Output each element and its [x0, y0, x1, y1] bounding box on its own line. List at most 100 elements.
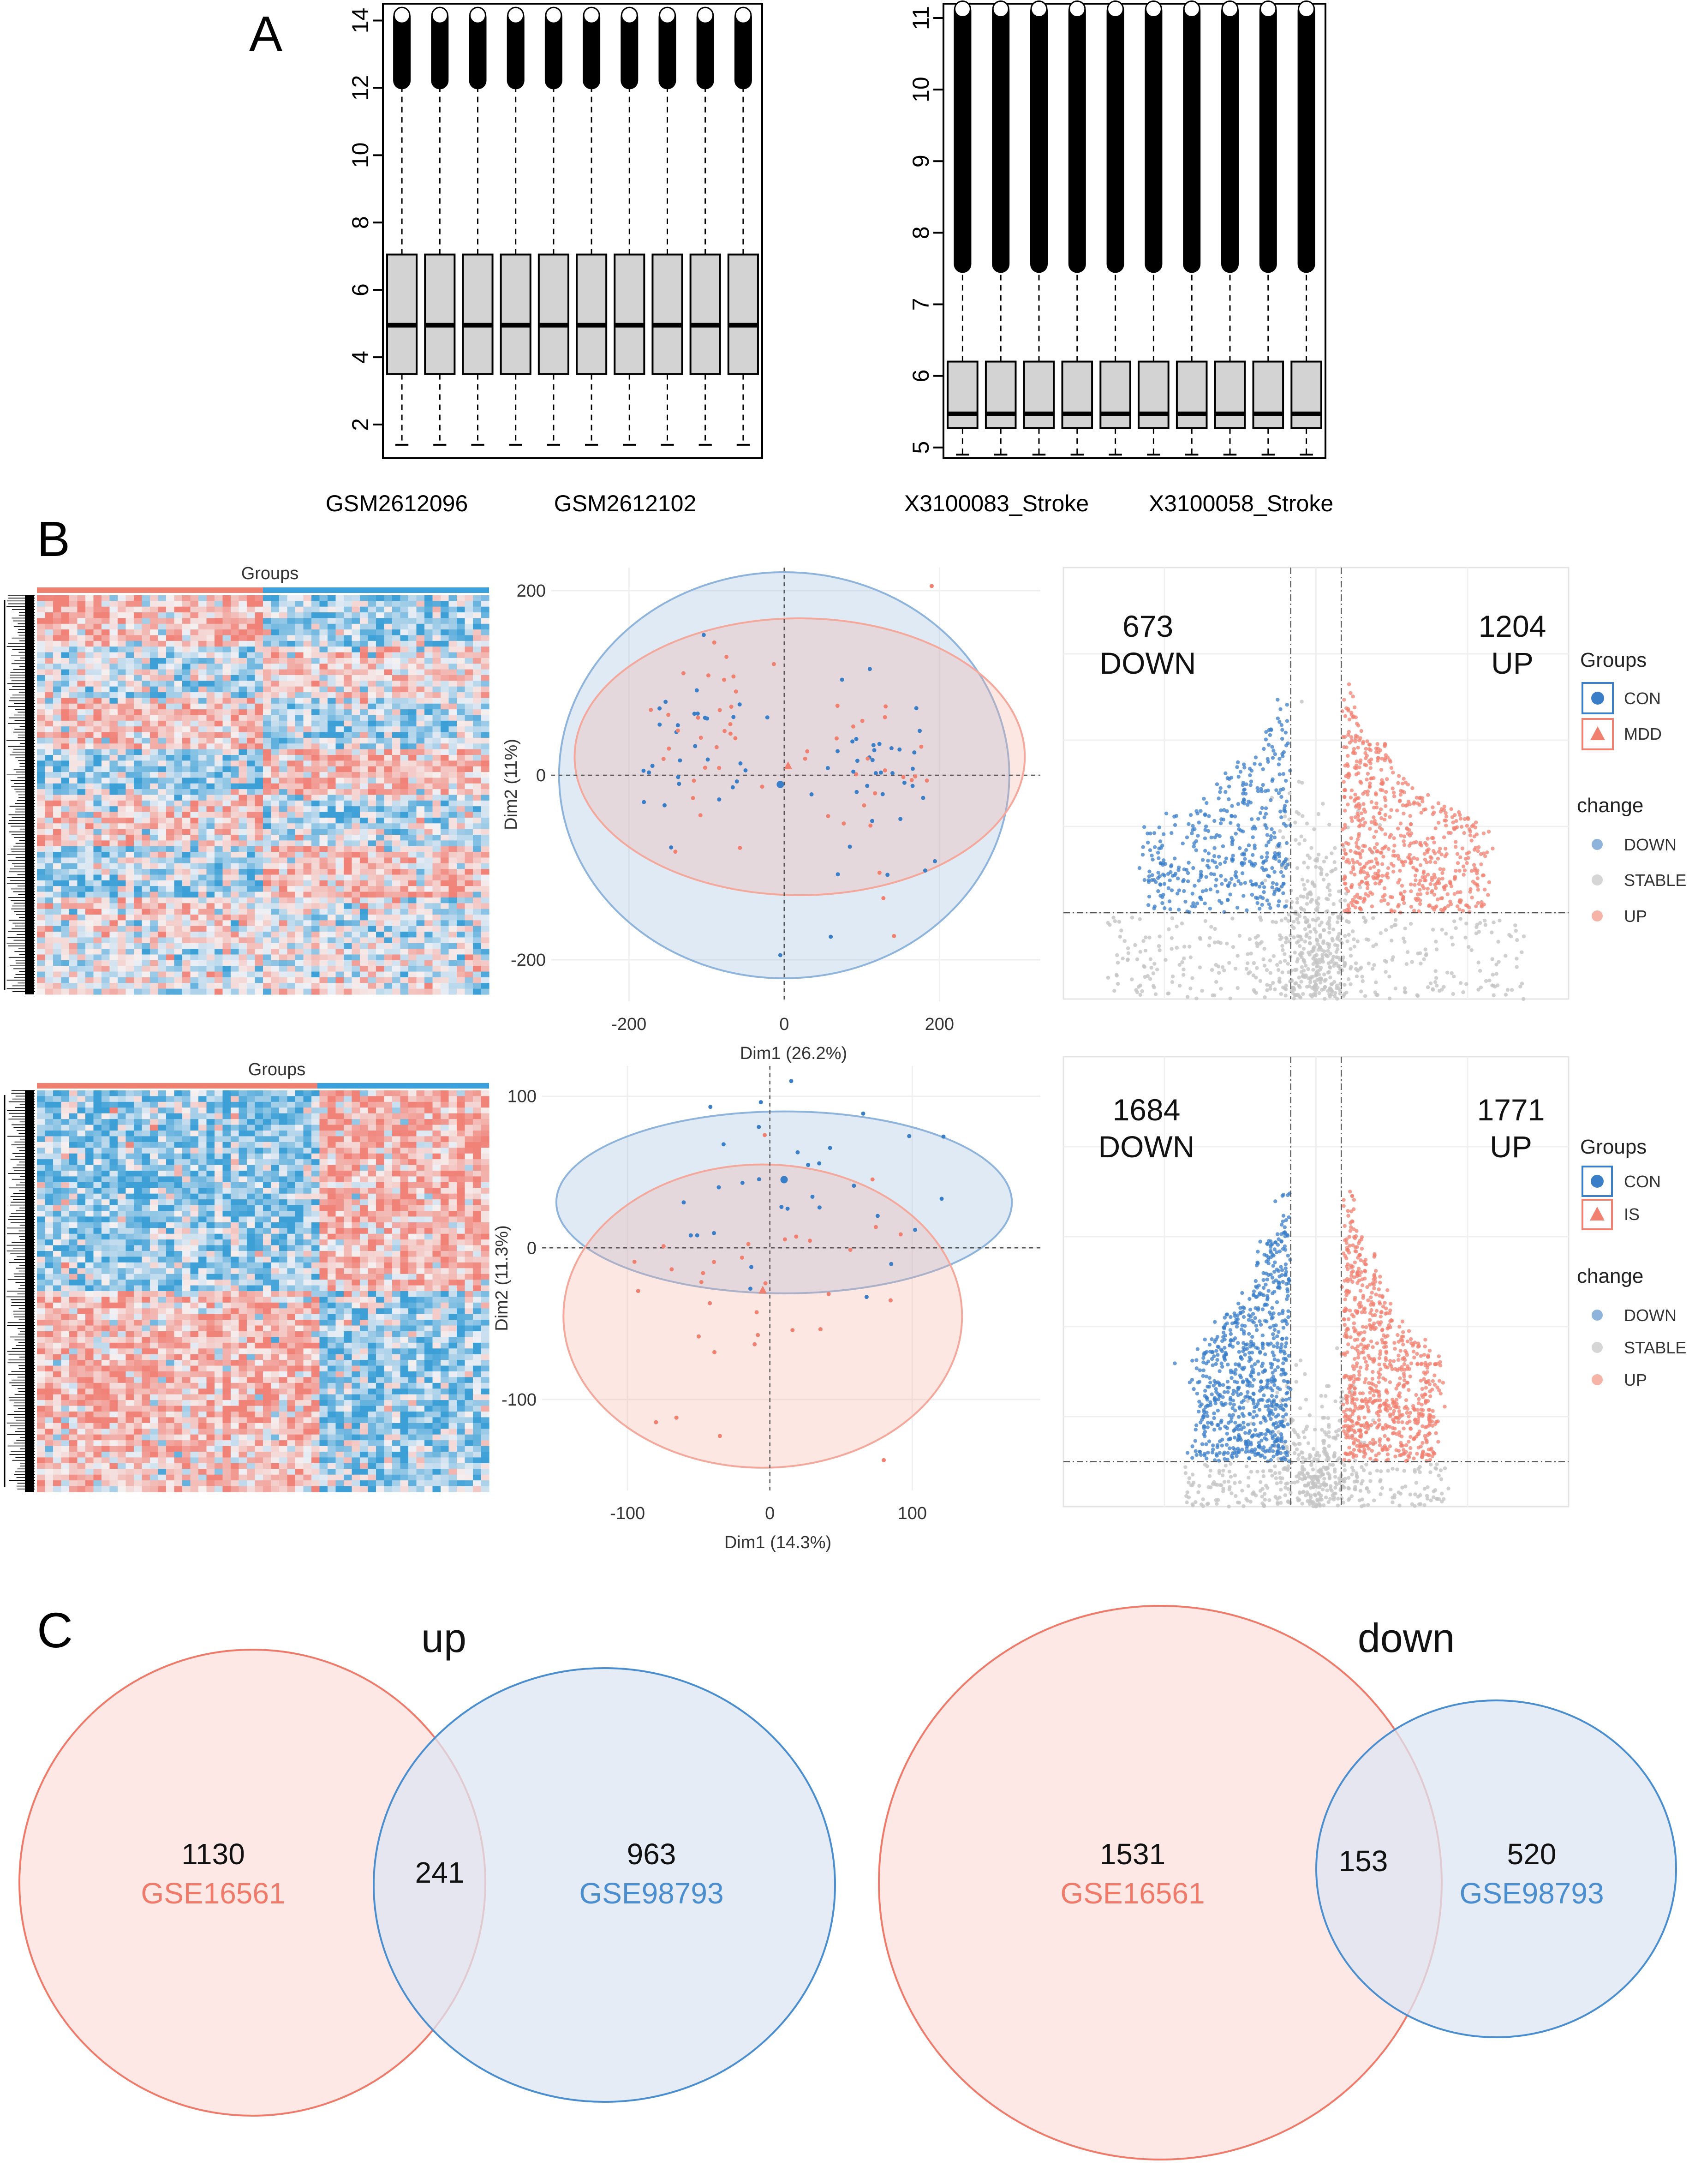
heatmap-cell: [465, 606, 473, 613]
heatmap-cell: [352, 709, 360, 716]
heatmap-cell: [190, 669, 199, 676]
heatmap-cell: [61, 835, 70, 841]
heatmap-cell: [344, 669, 352, 676]
heatmap-cell: [182, 732, 191, 738]
heatmap-cell: [239, 635, 247, 641]
heatmap-cell: [198, 772, 207, 778]
heatmap-cell: [85, 698, 94, 704]
heatmap-cell: [182, 715, 191, 721]
heatmap-cell: [222, 606, 231, 613]
heatmap-cell: [125, 789, 134, 796]
heatmap-cell: [457, 601, 466, 607]
heatmap-cell: [352, 778, 360, 784]
heatmap-cell: [45, 823, 54, 830]
heatmap-cell: [142, 686, 150, 693]
heatmap-cell: [206, 612, 215, 619]
heatmap-cell: [37, 760, 46, 767]
heatmap-cell: [457, 937, 466, 944]
heatmap-cell: [352, 1107, 360, 1114]
heatmap-cell: [481, 681, 489, 687]
heatmap-cell: [45, 806, 54, 813]
heatmap-cell: [77, 606, 86, 613]
heatmap-cell: [150, 703, 159, 710]
heatmap-cell: [328, 863, 336, 869]
heatmap-cell: [206, 737, 215, 744]
heatmap-cell: [448, 812, 457, 818]
heatmap-cell: [125, 601, 134, 607]
heatmap-cell: [182, 817, 191, 824]
heatmap-cell: [271, 886, 280, 892]
heatmap-cell: [311, 892, 320, 898]
heatmap-cell: [376, 1125, 385, 1131]
heatmap-cell: [231, 1119, 239, 1125]
heatmap-cell: [53, 806, 62, 813]
heatmap-cell: [352, 606, 360, 613]
heatmap-cell: [392, 652, 401, 658]
heatmap-cell: [481, 806, 489, 813]
heatmap-cell: [109, 977, 118, 983]
heatmap-cell: [109, 720, 118, 727]
heatmap-cell: [166, 618, 175, 624]
heatmap-cell: [69, 623, 78, 630]
heatmap-cell: [416, 658, 425, 664]
heatmap-cell: [247, 971, 256, 978]
heatmap-cell: [255, 1125, 263, 1131]
heatmap-cell: [376, 703, 385, 710]
heatmap-cell: [287, 971, 296, 978]
heatmap-cell: [37, 703, 46, 710]
heatmap-cell: [125, 629, 134, 636]
heatmap-cell: [190, 783, 199, 790]
heatmap-cell: [465, 863, 473, 869]
heatmap-cell: [150, 646, 159, 653]
heatmap-cell: [118, 932, 126, 938]
heatmap-cell: [392, 897, 401, 904]
heatmap-cell: [206, 658, 215, 664]
heatmap-cell: [384, 846, 393, 852]
heatmap-cell: [360, 897, 369, 904]
heatmap-cell: [255, 943, 263, 949]
heatmap-cell: [239, 926, 247, 932]
heatmap-cell: [360, 760, 369, 767]
heatmap-cell: [247, 1148, 256, 1154]
heatmap-cell: [77, 954, 86, 961]
heatmap-cell: [352, 869, 360, 875]
heatmap-cell: [158, 795, 167, 801]
heatmap-cell: [69, 629, 78, 636]
heatmap-cell: [352, 640, 360, 647]
heatmap-cell: [85, 852, 94, 858]
heatmap-cell: [198, 635, 207, 641]
heatmap-cell: [222, 806, 231, 813]
heatmap-cell: [166, 726, 175, 733]
heatmap-cell: [360, 675, 369, 681]
heatmap-cell: [247, 988, 256, 995]
heatmap-cell: [150, 1131, 159, 1137]
heatmap-cell: [376, 755, 385, 761]
heatmap-cell: [384, 635, 393, 641]
heatmap-cell: [416, 698, 425, 704]
heatmap-cell: [198, 823, 207, 830]
heatmap-cell: [481, 954, 489, 961]
heatmap-cell: [190, 926, 199, 932]
heatmap-cell: [77, 932, 86, 938]
heatmap-cell: [295, 737, 304, 744]
heatmap-cell: [231, 988, 239, 995]
heatmap-cell: [416, 800, 425, 807]
heatmap-cell: [37, 874, 46, 881]
heatmap-cell: [473, 988, 482, 995]
heatmap-cell: [125, 686, 134, 693]
heatmap-cell: [441, 720, 449, 727]
heatmap-cell: [424, 874, 433, 881]
heatmap-cell: [77, 601, 86, 607]
heatmap-cell: [352, 817, 360, 824]
heatmap-cell: [441, 988, 449, 995]
heatmap-cell: [441, 1113, 449, 1119]
heatmap-cell: [158, 783, 167, 790]
heatmap-cell: [134, 703, 143, 710]
heatmap-cell: [93, 806, 102, 813]
heatmap-cell: [335, 1107, 344, 1114]
heatmap-cell: [295, 795, 304, 801]
heatmap-cell: [206, 1131, 215, 1137]
heatmap-cell: [263, 686, 272, 693]
heatmap-cell: [53, 618, 62, 624]
heatmap-cell: [481, 817, 489, 824]
